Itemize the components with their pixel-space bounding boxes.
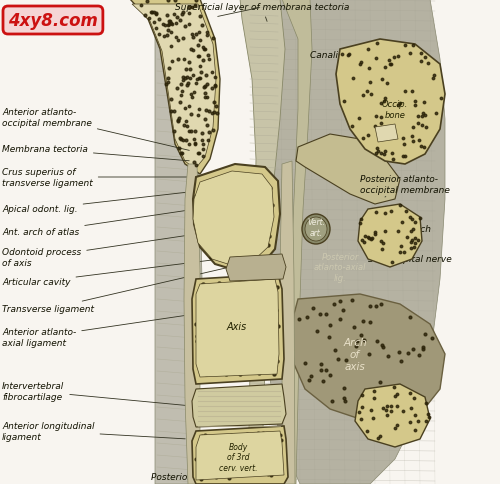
Text: Membrana tectoria: Membrana tectoria xyxy=(2,145,189,162)
Polygon shape xyxy=(132,5,216,170)
Polygon shape xyxy=(184,165,200,484)
Text: Body
of 3rd
cerv. vert.: Body of 3rd cerv. vert. xyxy=(219,442,257,472)
Text: Posterior
atlanto-axial
lig.: Posterior atlanto-axial lig. xyxy=(314,253,366,282)
Polygon shape xyxy=(296,135,400,205)
Text: Vert.
art.: Vert. art. xyxy=(307,218,325,237)
Ellipse shape xyxy=(305,217,327,242)
Text: Superficial layer of membrana tectoria: Superficial layer of membrana tectoria xyxy=(175,3,349,22)
Polygon shape xyxy=(375,125,398,143)
Polygon shape xyxy=(336,40,445,165)
Text: Canalis hypoglossi: Canalis hypoglossi xyxy=(310,50,394,107)
Text: Anterior longitudinal
ligament: Anterior longitudinal ligament xyxy=(2,422,185,441)
Polygon shape xyxy=(155,0,202,484)
Polygon shape xyxy=(292,294,445,424)
Text: Axis: Axis xyxy=(227,321,247,332)
Text: Transverse ligament: Transverse ligament xyxy=(2,268,228,314)
Polygon shape xyxy=(355,384,430,447)
Text: Articular cavity: Articular cavity xyxy=(2,258,233,287)
Text: Posterior atlanto-
occipital membrane: Posterior atlanto- occipital membrane xyxy=(360,175,450,197)
Polygon shape xyxy=(256,0,445,484)
Text: Odontoid process
of axis: Odontoid process of axis xyxy=(2,230,228,267)
Text: Occip.
bone: Occip. bone xyxy=(382,100,408,120)
Polygon shape xyxy=(280,162,295,484)
Polygon shape xyxy=(358,205,422,268)
Text: Apical odont. lig.: Apical odont. lig. xyxy=(2,190,212,214)
Text: Ant. arch of atlas: Ant. arch of atlas xyxy=(2,210,194,237)
Polygon shape xyxy=(192,384,286,427)
Polygon shape xyxy=(196,431,284,480)
Text: Crus superius of
transverse ligament: Crus superius of transverse ligament xyxy=(2,168,222,187)
Text: Anterior atlanto-
axial ligament: Anterior atlanto- axial ligament xyxy=(2,315,192,347)
Polygon shape xyxy=(192,274,284,384)
Ellipse shape xyxy=(302,214,330,244)
Text: Intervertebral
fibrocartilage: Intervertebral fibrocartilage xyxy=(2,381,189,406)
Text: Arch
of
axis: Arch of axis xyxy=(343,338,367,371)
Polygon shape xyxy=(196,279,279,377)
Polygon shape xyxy=(282,0,312,484)
Text: Posterior longitudinal ligament: Posterior longitudinal ligament xyxy=(150,469,290,482)
Polygon shape xyxy=(226,255,286,281)
Text: 4xy8.com: 4xy8.com xyxy=(8,12,98,30)
Polygon shape xyxy=(192,426,288,484)
Text: Suboccipital nerve: Suboccipital nerve xyxy=(368,255,452,264)
Polygon shape xyxy=(240,0,285,484)
Polygon shape xyxy=(193,172,274,267)
Text: Anterior atlanto-
occipital membrane: Anterior atlanto- occipital membrane xyxy=(2,108,190,151)
Text: Posterior arch
of atlas: Posterior arch of atlas xyxy=(368,225,431,244)
Polygon shape xyxy=(193,165,280,272)
Polygon shape xyxy=(130,0,220,175)
